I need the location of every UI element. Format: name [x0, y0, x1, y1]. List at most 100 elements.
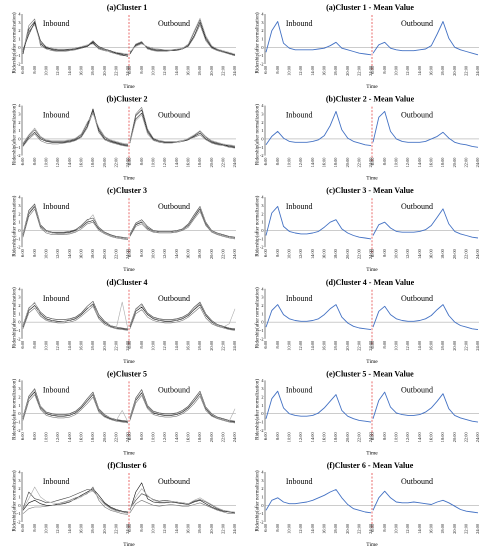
x-tick-label: 10:00: [44, 158, 49, 168]
x-tick-label: 22:00: [464, 249, 469, 259]
x-tick-label: 6:00: [20, 524, 25, 532]
x-tick-label: 22:00: [357, 524, 362, 534]
x-tick-label: 14:00: [67, 341, 72, 351]
y-tick-label: 4: [18, 12, 21, 17]
inbound-label: Inbound: [286, 202, 313, 211]
x-tick-label: 8:00: [32, 66, 37, 74]
x-tick-label: 20:00: [345, 66, 350, 76]
outbound-series-line: [129, 302, 236, 328]
outbound-label: Outbound: [401, 294, 433, 303]
outbound-series-line: [372, 304, 479, 331]
x-tick-label: 10:00: [394, 341, 399, 351]
x-tick-label: 22:00: [221, 524, 226, 534]
x-axis-label: Time: [366, 84, 378, 90]
panel-4: (b)Cluster 2 - Mean Value Inbound Outbound…: [256, 95, 481, 182]
x-tick-label: 18:00: [197, 158, 202, 168]
x-tick-label: 18:00: [90, 432, 95, 442]
outbound-label: Outbound: [401, 111, 433, 120]
y-tick-label: 0: [261, 411, 263, 416]
inbound-series-line: [22, 489, 129, 514]
inbound-label: Inbound: [43, 111, 70, 120]
x-tick-label: 14:00: [310, 158, 315, 168]
x-tick-label: 6:00: [263, 249, 268, 257]
x-tick-label: 6:00: [263, 66, 268, 74]
inbound-series-line: [22, 112, 129, 147]
x-tick-label: 10:00: [44, 341, 49, 351]
panel-title: (f)Cluster 6 - Mean Value: [327, 461, 414, 470]
x-tick-label: 18:00: [440, 66, 445, 76]
x-tick-label: 10:00: [287, 66, 292, 76]
y-tick-label: 1: [18, 128, 20, 133]
y-tick-label: 0: [18, 503, 20, 508]
x-tick-label: 16:00: [79, 66, 84, 76]
x-tick-label: 14:00: [174, 524, 179, 534]
panel-3: (b)Cluster 2 Inbound Outbound -2 -1 0 1 2 3 4Ride…: [13, 95, 238, 182]
x-tick-label: 12:00: [55, 249, 60, 259]
inbound-series-line: [22, 305, 129, 331]
outbound-series-line: [129, 499, 235, 515]
x-tick-label: 14:00: [417, 66, 422, 76]
inbound-series-line: [22, 488, 129, 513]
x-tick-label: 22:00: [114, 66, 119, 76]
x-tick-label: 18:00: [333, 66, 338, 76]
outbound-label: Outbound: [401, 385, 433, 394]
y-tick-label: 2: [261, 120, 263, 125]
y-tick-label: -2: [260, 62, 264, 67]
x-tick-label: 12:00: [162, 158, 167, 168]
x-tick-label: 24:00: [368, 524, 373, 534]
inbound-series-line: [22, 300, 129, 330]
x-axis-label: Time: [123, 359, 135, 365]
x-tick-label: 8:00: [32, 341, 37, 349]
inbound-series-line: [22, 208, 129, 240]
x-tick-label: 12:00: [405, 158, 410, 168]
x-tick-label: 16:00: [322, 249, 327, 259]
x-tick-label: 16:00: [429, 249, 434, 259]
y-tick-label: -1: [17, 145, 21, 150]
y-tick-label: 4: [261, 103, 264, 108]
y-tick-label: -2: [260, 153, 264, 158]
x-tick-label: 14:00: [67, 249, 72, 259]
panel-title: (d)Cluster 4: [107, 278, 148, 287]
x-tick-label: 8:00: [275, 66, 280, 74]
y-tick-label: 3: [261, 203, 263, 208]
x-tick-label: 24:00: [125, 341, 130, 351]
x-tick-label: 14:00: [417, 158, 422, 168]
panel-title: (c)Cluster 3: [107, 186, 147, 195]
x-tick-label: 8:00: [382, 341, 387, 349]
x-tick-label: 24:00: [232, 341, 237, 351]
y-tick-label: 2: [261, 28, 263, 33]
x-tick-label: 18:00: [90, 341, 95, 351]
x-tick-label: 22:00: [464, 341, 469, 351]
x-tick-label: 12:00: [162, 66, 167, 76]
x-tick-label: 18:00: [90, 66, 95, 76]
x-tick-label: 12:00: [298, 524, 303, 534]
x-tick-label: 12:00: [55, 341, 60, 351]
x-tick-label: 8:00: [275, 524, 280, 532]
x-tick-label: 6:00: [127, 66, 132, 74]
x-tick-label: 22:00: [114, 432, 119, 442]
x-tick-label: 20:00: [102, 158, 107, 168]
y-axis-label: Ridership(after normalization): [13, 470, 18, 531]
x-tick-label: 24:00: [475, 432, 480, 442]
y-tick-label: 2: [261, 211, 263, 216]
inbound-series-line: [22, 394, 129, 424]
panel-8: (d)Cluster 4 - Mean Value Inbound Outbound…: [256, 278, 481, 365]
outbound-series-line: [129, 482, 236, 514]
x-tick-label: 20:00: [345, 524, 350, 534]
panel-title: (e)Cluster 5 - Mean Value: [326, 369, 414, 378]
x-tick-label: 16:00: [186, 249, 191, 259]
inbound-series-line: [265, 304, 372, 331]
outbound-label: Outbound: [158, 477, 190, 486]
y-tick-label: -1: [260, 145, 264, 150]
inbound-series-line: [22, 486, 129, 515]
x-tick-label: 24:00: [232, 249, 237, 259]
x-tick-label: 20:00: [452, 432, 457, 442]
panel-6: (c)Cluster 3 - Mean Value Inbound Outbound…: [256, 186, 481, 273]
panel-1: (a)Cluster 1 Inbound Outbound -2 -1 0 1 2 3 4Ride…: [13, 3, 238, 90]
x-tick-label: 8:00: [32, 432, 37, 440]
x-tick-label: 24:00: [475, 341, 480, 351]
x-tick-label: 20:00: [209, 66, 214, 76]
x-tick-label: 12:00: [162, 524, 167, 534]
x-tick-label: 14:00: [67, 66, 72, 76]
